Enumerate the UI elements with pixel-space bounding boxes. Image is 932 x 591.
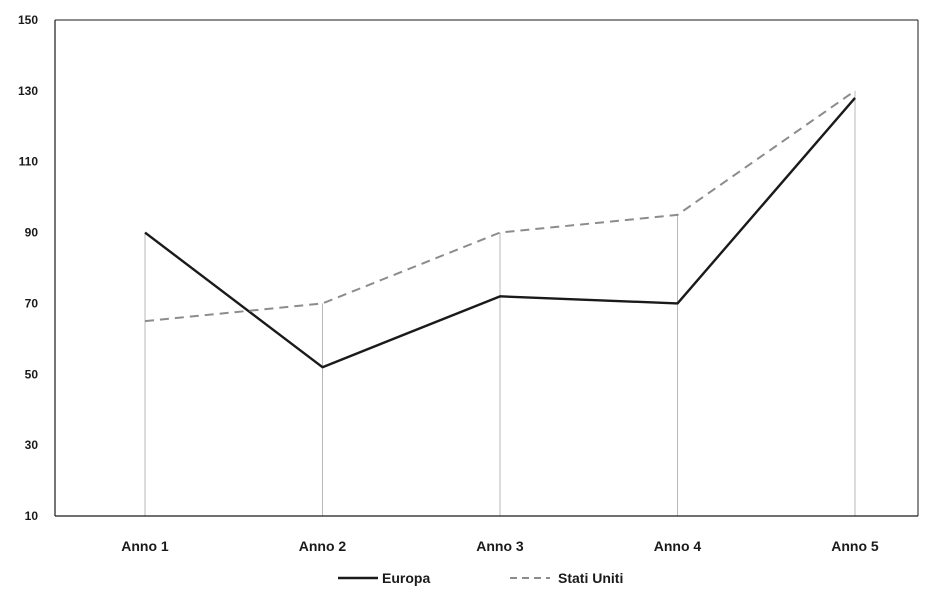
y-tick-label: 150 (18, 13, 38, 27)
legend-label-europa: Europa (382, 570, 430, 586)
y-tick-label: 110 (19, 155, 39, 169)
x-tick-label: Anno 4 (654, 538, 702, 554)
y-tick-label: 30 (25, 438, 39, 452)
y-tick-labels: 10 30 50 70 90 110 130 150 (18, 13, 38, 523)
legend: Europa Stati Uniti (338, 570, 623, 586)
x-tick-labels: Anno 1 Anno 2 Anno 3 Anno 4 Anno 5 (121, 538, 879, 554)
x-tick-label: Anno 2 (299, 538, 347, 554)
axes (54, 19, 919, 517)
x-tick-label: Anno 3 (476, 538, 524, 554)
y-tick-label: 130 (18, 84, 38, 98)
y-tick-label: 70 (25, 296, 39, 310)
x-tick-label: Anno 1 (121, 538, 169, 554)
y-tick-label: 10 (25, 509, 39, 523)
series-lines (144, 90, 856, 369)
y-tick-label: 50 (25, 367, 39, 381)
series-line-stati-uniti (144, 90, 856, 323)
drop-lines (144, 90, 856, 516)
y-tick-label: 90 (25, 226, 39, 240)
x-tick-label: Anno 5 (831, 538, 879, 554)
series-line-europa (144, 97, 856, 369)
legend-label-stati-uniti: Stati Uniti (558, 570, 623, 586)
